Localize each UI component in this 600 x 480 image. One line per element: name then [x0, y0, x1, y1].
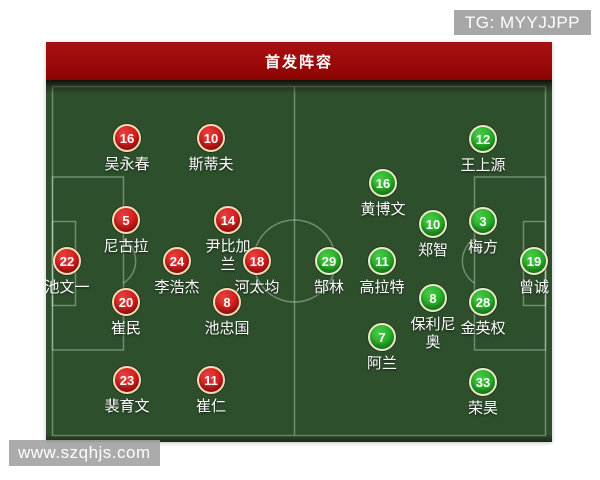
tg-badge: TG: MYYJJPP — [453, 10, 591, 35]
lineup-card: 首发阵容 22 池文一 16 吴永春 10 斯蒂夫 5 尼古拉 14 尹比加兰 24 李浩杰 18 河太均… — [46, 42, 552, 442]
player-number-badge: 29 — [315, 247, 343, 275]
player-name: 河太均 — [234, 279, 280, 296]
player-number-badge: 28 — [469, 288, 497, 316]
player-name: 裴育文 — [104, 398, 150, 415]
player-number-badge: 19 — [520, 247, 548, 275]
player-left-22: 22 池文一 — [46, 247, 95, 297]
player-name: 荣昊 — [467, 400, 498, 417]
player-right-16: 16 黄博文 — [355, 169, 411, 219]
player-name: 王上源 — [460, 157, 506, 174]
player-name: 尹比加兰 — [205, 238, 251, 273]
player-right-19: 19 曾诚 — [506, 247, 552, 297]
football-pitch: 22 池文一 16 吴永春 10 斯蒂夫 5 尼古拉 14 尹比加兰 24 李浩杰 18 河太均 20 崔民 8… — [46, 80, 552, 442]
player-left-18: 18 河太均 — [229, 247, 285, 297]
player-number-badge: 18 — [243, 247, 271, 275]
player-right-11: 11 高拉特 — [354, 247, 410, 297]
player-left-24: 24 李浩杰 — [149, 247, 205, 297]
player-number-badge: 11 — [197, 366, 225, 394]
player-name: 崔仁 — [195, 398, 226, 415]
player-name: 郜林 — [313, 279, 344, 296]
lineup-title: 首发阵容 — [264, 53, 333, 71]
player-number-badge: 11 — [368, 247, 396, 275]
player-number-badge: 8 — [419, 284, 447, 312]
player-number-badge: 10 — [419, 210, 447, 238]
player-left-5: 5 尼古拉 — [98, 206, 154, 256]
player-name: 黄博文 — [360, 201, 406, 218]
player-number-badge: 20 — [112, 288, 140, 316]
player-name: 金英权 — [460, 320, 506, 337]
player-number-badge: 24 — [163, 247, 191, 275]
player-left-11: 11 崔仁 — [183, 366, 239, 416]
player-number-badge: 33 — [469, 368, 497, 396]
player-number-badge: 22 — [53, 247, 81, 275]
watermark: www.szqhjs.com — [9, 440, 160, 466]
player-name: 池忠国 — [204, 320, 250, 337]
player-right-28: 28 金英权 — [455, 288, 511, 338]
players-layer: 22 池文一 16 吴永春 10 斯蒂夫 5 尼古拉 14 尹比加兰 24 李浩杰 18 河太均 20 崔民 8… — [46, 80, 552, 442]
player-name: 吴永春 — [104, 156, 150, 173]
player-number-badge: 8 — [213, 288, 241, 316]
player-right-3: 3 梅方 — [455, 207, 511, 257]
player-number-badge: 14 — [214, 206, 242, 234]
player-number-badge: 16 — [113, 124, 141, 152]
player-right-12: 12 王上源 — [455, 125, 511, 175]
player-right-29: 29 郜林 — [301, 247, 357, 297]
player-left-10: 10 斯蒂夫 — [183, 124, 239, 174]
player-left-23: 23 裴育文 — [99, 366, 155, 416]
player-name: 崔民 — [110, 320, 141, 337]
player-right-8: 8 保利尼奥 — [405, 284, 461, 352]
player-number-badge: 3 — [469, 207, 497, 235]
player-name: 曾诚 — [518, 279, 549, 296]
player-name: 阿兰 — [366, 355, 397, 372]
player-name: 斯蒂夫 — [188, 156, 234, 173]
player-name: 池文一 — [46, 279, 90, 296]
player-right-10: 10 郑智 — [405, 210, 461, 260]
player-name: 郑智 — [417, 242, 448, 259]
player-number-badge: 5 — [112, 206, 140, 234]
player-left-16: 16 吴永春 — [99, 124, 155, 174]
player-right-7: 7 阿兰 — [354, 323, 410, 373]
lineup-card-header: 首发阵容 — [46, 42, 552, 80]
player-number-badge: 16 — [369, 169, 397, 197]
player-left-8: 8 池忠国 — [199, 288, 255, 338]
player-number-badge: 12 — [469, 125, 497, 153]
player-left-20: 20 崔民 — [98, 288, 154, 338]
player-name: 高拉特 — [359, 279, 405, 296]
player-number-badge: 7 — [368, 323, 396, 351]
player-number-badge: 23 — [113, 366, 141, 394]
player-right-33: 33 荣昊 — [455, 368, 511, 418]
player-left-14: 14 尹比加兰 — [200, 206, 256, 274]
player-number-badge: 10 — [197, 124, 225, 152]
player-name: 李浩杰 — [154, 279, 200, 296]
player-name: 梅方 — [467, 239, 498, 256]
player-name: 尼古拉 — [103, 238, 149, 255]
player-name: 保利尼奥 — [410, 316, 456, 351]
